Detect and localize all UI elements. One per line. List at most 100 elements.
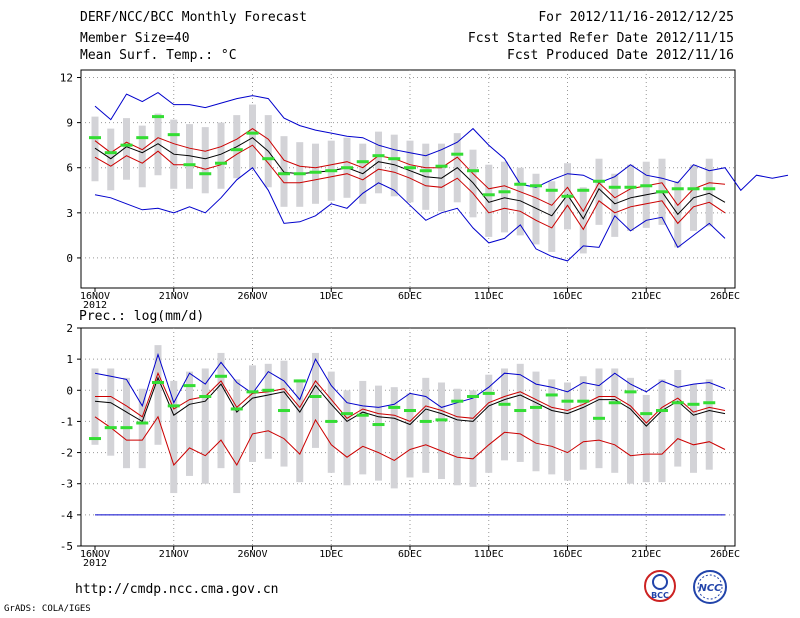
spread-bar [438,143,445,212]
spread-bar [642,394,650,483]
spread-bar [186,371,193,476]
x-year-label: 2012 [83,558,107,569]
x-tick-label: 11DEC [474,549,504,560]
grads-credit: GrADS: COLA/IGES [4,604,91,614]
x-tick-label: 21DEC [631,549,661,560]
lower-band-line [94,415,726,467]
x-year-label: 2012 [83,300,107,311]
spread-bar [516,363,524,462]
spread-bar [564,382,571,481]
spread-bar [438,382,445,480]
spread-bar [123,118,130,180]
x-tick-label: 1DEC [319,549,343,560]
spread-bar [406,140,414,203]
x-tick-label: 21NOV [159,549,189,560]
bcc-logo-text: BCC [651,591,669,600]
spread-bar [375,385,382,481]
spread-bar [485,164,493,237]
spread-bar [359,380,367,475]
spread-bar [375,131,382,194]
ncc-logo-text: NCC [698,583,722,594]
spread-bar [674,370,682,467]
upper-band-line [94,127,726,213]
spread-bar [485,374,493,473]
spread-bar [201,127,209,194]
spread-bar [595,158,603,225]
spread-bar [154,113,162,176]
y-tick-label: 1 [66,353,73,366]
x-tick-label: 6DEC [398,549,422,560]
y-tick-label: 3 [66,207,73,220]
spread-bar [469,390,477,487]
spread-bar [233,379,241,494]
y-tick-label: 9 [66,117,73,130]
spread-bar [705,158,713,227]
y-tick-label: -3 [60,478,73,491]
source-url[interactable]: http://cmdp.ncc.cma.gov.cn [75,582,279,597]
member-size: Member Size=40 [80,31,190,46]
spread-bar [138,388,146,469]
x-tick-label: 16DEC [552,549,582,560]
spread-bar [579,376,587,470]
spread-bar [249,365,256,462]
spread-bar [91,368,99,445]
spread-bar [422,377,430,473]
chart-panel-2: -5 -4 -3 -2 -1 0 1 2 16NOV 21NOV 26NOV 1DEC 6DEC 11DE… [60,309,740,569]
x-tick-label: 16DEC [552,291,582,302]
spread-bar [312,143,319,204]
spread-bar [501,368,508,461]
y-tick-label: -1 [60,415,73,428]
ncc-logo-icon: NCC [693,570,727,604]
spread-bar [170,380,178,494]
chart-panel-1: 0 3 6 9 12 16NOV 21NOV 26NOV 1DEC 6DEC 11DEC 16DEC 2… [60,69,789,311]
spread-bar [690,384,697,473]
x-tick-label: 21NOV [159,291,189,302]
plot-frame [80,69,736,289]
panel-subtitle: Prec.: log(mm/d) [79,309,204,324]
chart-title: DERF/NCC/BCC Monthly Forecast [80,10,307,25]
spread-bar [343,390,351,486]
x-tick-label: 26NOV [237,549,267,560]
spread-bar [296,379,304,483]
spread-bar [312,352,319,448]
spread-bar [390,134,398,197]
lower-band-line [94,144,726,231]
fcst-started-date: Fcst Started Refer Date 2012/11/15 [467,31,734,46]
spread-bar [186,124,193,189]
y-tick-label: 2 [66,322,73,335]
spread-bar [501,161,508,233]
spread-bar [201,368,209,484]
spread-bar [138,125,146,188]
plot-frame [80,327,736,547]
logos: BCC NCC [644,570,727,604]
x-tick-label: 16NOV [80,549,110,560]
spread-bar [249,104,256,170]
y-tick-label: 12 [60,72,73,85]
spread-bar [658,379,666,483]
spread-bar [264,363,272,459]
x-tick-label: 26NOV [237,291,267,302]
min-envelope-line [94,166,726,262]
y-tick-label: 0 [66,384,73,397]
x-tick-label: 26DEC [710,291,740,302]
max-envelope-line [94,92,789,192]
spread-bar [107,368,115,456]
spread-bar [123,377,130,469]
x-tick-label: 1DEC [319,291,343,302]
x-tick-label: 6DEC [398,291,422,302]
temp-variable-label: Mean Surf. Temp.: °C [80,48,237,63]
fcst-produced-date: Fcst Produced Date 2012/11/16 [507,48,734,63]
spread-bar [516,167,524,236]
spread-bar [406,393,414,478]
spread-bar [548,379,556,475]
spread-bar [548,181,556,252]
x-tick-label: 21DEC [631,291,661,302]
bcc-logo-icon: BCC [644,570,676,602]
spread-bar [705,379,713,470]
y-tick-label: -5 [60,540,73,553]
max-envelope-line [94,352,726,408]
forecast-period: For 2012/11/16-2012/12/25 [538,10,734,25]
spread-bar [217,122,225,189]
y-tick-label: 0 [66,252,73,265]
